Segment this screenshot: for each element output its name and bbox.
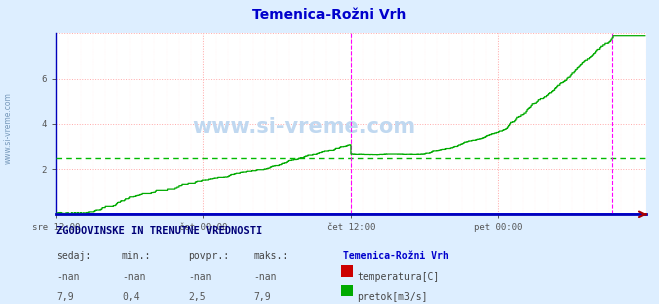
Text: -nan: -nan <box>254 272 277 282</box>
Text: Temenica-Rožni Vrh: Temenica-Rožni Vrh <box>252 8 407 22</box>
Text: sedaj:: sedaj: <box>56 251 91 261</box>
Text: 7,9: 7,9 <box>254 292 272 302</box>
Text: www.si-vreme.com: www.si-vreme.com <box>3 92 13 164</box>
Text: www.si-vreme.com: www.si-vreme.com <box>192 118 415 137</box>
Text: Temenica-Rožni Vrh: Temenica-Rožni Vrh <box>343 251 448 261</box>
Text: 7,9: 7,9 <box>56 292 74 302</box>
Text: 0,4: 0,4 <box>122 292 140 302</box>
Text: 2,5: 2,5 <box>188 292 206 302</box>
Text: maks.:: maks.: <box>254 251 289 261</box>
Text: -nan: -nan <box>122 272 146 282</box>
Text: temperatura[C]: temperatura[C] <box>357 272 440 282</box>
Text: -nan: -nan <box>56 272 80 282</box>
Text: povpr.:: povpr.: <box>188 251 229 261</box>
Text: min.:: min.: <box>122 251 152 261</box>
Text: pretok[m3/s]: pretok[m3/s] <box>357 292 428 302</box>
Text: -nan: -nan <box>188 272 212 282</box>
Text: ZGODOVINSKE IN TRENUTNE VREDNOSTI: ZGODOVINSKE IN TRENUTNE VREDNOSTI <box>56 226 262 237</box>
